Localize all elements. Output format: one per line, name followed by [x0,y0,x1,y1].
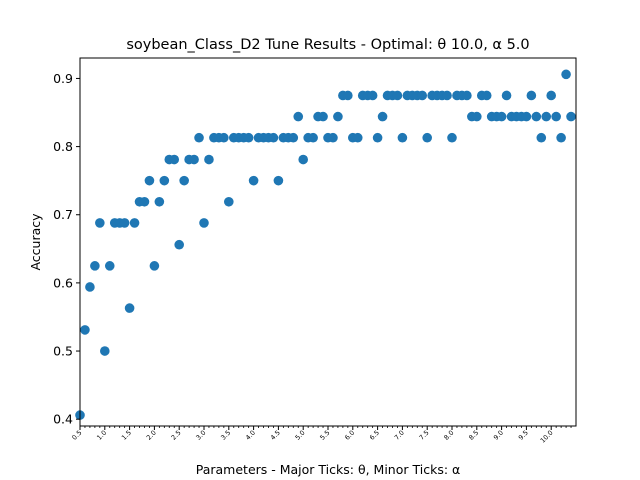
data-point [392,90,403,101]
data-point [496,111,507,122]
data-point [308,132,318,143]
data-point [536,132,547,143]
data-point [556,132,566,143]
y-tick-label: 0.9 [53,71,73,86]
y-axis-ticks: 0.4 0.5 0.6 0.7 0.8 0.9 [53,71,80,427]
chart-title: soybean_Class_D2 Tune Results - Optimal:… [126,37,529,53]
data-point [129,218,140,228]
data-points [75,69,576,420]
data-point [154,196,165,207]
data-point [268,132,279,143]
data-point [372,132,383,143]
data-point [531,111,542,122]
data-point [179,175,189,186]
data-point [95,218,105,228]
data-point [546,90,556,101]
data-point [377,111,388,122]
data-point [204,154,214,165]
data-point [273,175,284,186]
y-tick-label: 0.8 [53,139,73,154]
data-point [417,90,428,101]
data-point [149,261,160,271]
data-point [298,154,309,165]
y-tick-label: 0.6 [53,275,73,290]
data-point [144,175,155,186]
data-point [124,303,135,313]
data-point [462,90,472,101]
y-axis-label: Accuracy [28,213,43,271]
data-point [367,90,378,101]
data-point [442,90,452,101]
data-point [174,239,184,250]
data-point [104,261,115,271]
data-point [243,132,254,143]
data-point [293,111,304,122]
data-point [248,175,259,186]
data-point [352,132,363,143]
data-point [85,282,95,292]
y-tick-label: 0.7 [53,207,73,222]
data-point [501,90,512,101]
data-point [159,175,170,186]
data-point [566,111,576,122]
data-point [119,218,130,228]
data-point [333,111,343,122]
data-point [328,132,338,143]
data-point [199,218,209,228]
data-point [219,132,229,143]
data-point [551,111,561,122]
data-point [561,69,571,80]
data-point [80,325,90,335]
data-point [447,132,457,143]
data-point [397,132,408,143]
data-point [521,111,532,122]
data-point [169,154,180,165]
data-point [90,261,100,271]
data-point [472,111,482,122]
y-tick-label: 0.5 [53,344,73,359]
data-point [139,196,150,207]
x-axis-label: Parameters - Major Ticks: θ, Minor Ticks… [196,462,461,477]
y-tick-label: 0.4 [53,412,73,427]
data-point [541,111,552,122]
data-point [526,90,537,101]
data-point [318,111,328,122]
data-point [224,196,234,207]
data-point [343,90,353,101]
data-point [481,90,492,101]
data-point [422,132,433,143]
data-point [194,132,204,143]
data-point [189,154,199,165]
data-point [100,346,110,356]
data-point [288,132,299,143]
